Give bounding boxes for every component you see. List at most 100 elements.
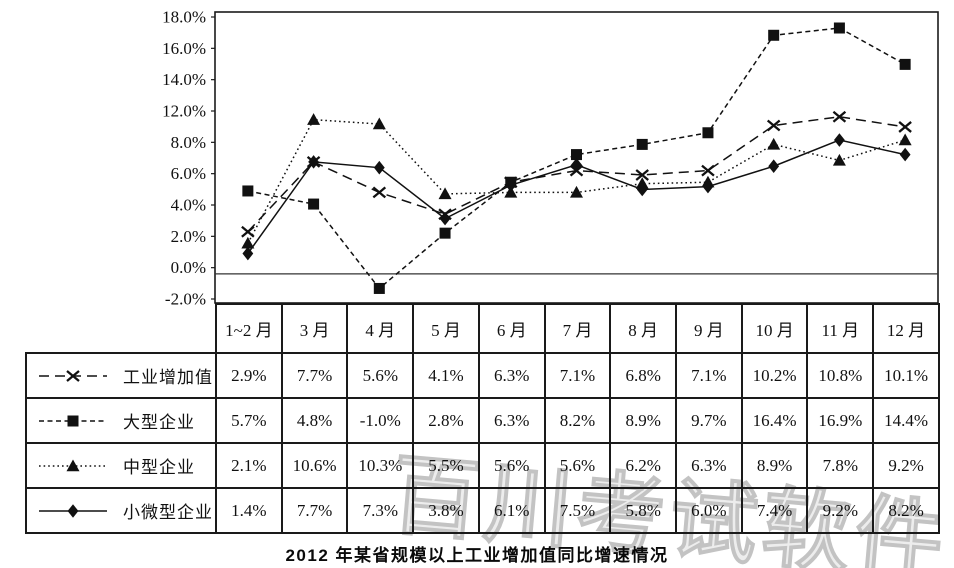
data-point-marker (899, 147, 911, 162)
data-point-marker (571, 157, 582, 172)
value-cell: -1.0% (346, 397, 415, 444)
value-cell: 9.2% (872, 442, 940, 489)
series-diamond (242, 133, 911, 261)
legend-marker-triangle (66, 459, 80, 471)
value-cell: 7.5% (543, 487, 612, 534)
data-point-marker (241, 225, 255, 238)
data-point-marker (242, 246, 254, 261)
value-cell: 9.7% (675, 397, 743, 444)
series-triangle (241, 113, 912, 249)
value-cell: 16.9% (806, 397, 875, 444)
data-point-marker (898, 133, 912, 146)
value-cell: 7.3% (346, 487, 415, 534)
legend-cell: 工业增加值 (25, 352, 217, 399)
value-cell: 5.6% (346, 352, 415, 399)
value-cell: 6.3% (675, 442, 743, 489)
series-line-x-cross (247, 116, 906, 233)
value-cell: 7.7% (280, 352, 349, 399)
data-point-marker (570, 185, 583, 198)
value-cell: 14.4% (872, 397, 940, 444)
value-cell: 10.1% (872, 352, 940, 399)
data-point-marker (898, 121, 912, 133)
data-point-marker (308, 198, 320, 210)
value-cell: 6.3% (477, 397, 546, 444)
legend-marker-diamond (67, 503, 79, 518)
data-point-marker (768, 29, 780, 41)
data-point-marker (702, 179, 714, 194)
data-point-marker (636, 182, 648, 197)
legend-cell: 中型企业 (25, 442, 217, 489)
series-line-square (247, 27, 906, 290)
data-point-marker (372, 186, 387, 199)
data-point-marker (636, 138, 648, 150)
value-cell: 6.8% (609, 352, 678, 399)
data-point-marker (241, 225, 255, 238)
data-point-marker (505, 176, 517, 188)
legend-marker-x-cross (66, 369, 80, 382)
data-point-marker (571, 149, 582, 161)
value-cell: 2.8% (412, 397, 480, 444)
legend-label: 小微型企业 (123, 503, 213, 522)
data-point-marker (635, 169, 649, 181)
value-cell: 5.6% (543, 442, 612, 489)
data-point-marker (899, 58, 911, 70)
y-axis-tick-label: 6.0% (171, 164, 206, 183)
y-axis-tick-label: 16.0% (162, 39, 206, 58)
legend-label: 大型企业 (123, 413, 195, 432)
legend-sample-triangle (39, 459, 107, 471)
data-point-marker (569, 164, 584, 177)
legend-label: 工业增加值 (123, 368, 213, 387)
data-point-marker (504, 176, 518, 189)
y-axis-tick-label: 8.0% (171, 133, 206, 152)
y-axis-tick-label: 4.0% (171, 196, 206, 215)
value-cell: 16.4% (740, 397, 809, 444)
value-cell: 7.1% (543, 352, 612, 399)
data-point-marker (438, 208, 452, 221)
data-point-marker (768, 159, 780, 174)
value-cell: 2.1% (215, 442, 283, 489)
data-point-marker (504, 176, 518, 189)
legend-cell: 大型企业 (25, 397, 217, 444)
value-cell: 4.8% (280, 397, 349, 444)
y-axis-tick-label: 12.0% (162, 102, 206, 121)
value-cell: 8.9% (609, 397, 678, 444)
month-header: 8 月 (609, 303, 678, 354)
legend-sample-x-cross (39, 369, 107, 382)
data-point-marker (766, 119, 781, 132)
data-point-marker (373, 282, 385, 294)
data-point-marker (438, 208, 452, 221)
data-point-marker (241, 236, 255, 249)
value-cell: 10.3% (346, 442, 415, 489)
data-point-marker (373, 160, 385, 175)
month-header: 1~2 月 (215, 303, 283, 354)
data-point-marker (307, 113, 321, 125)
data-point-marker (832, 110, 847, 123)
value-cell: 9.2% (806, 487, 875, 534)
month-header: 11 月 (806, 303, 875, 354)
value-cell: 5.5% (412, 442, 480, 489)
data-point-marker (834, 133, 845, 147)
data-point-marker (504, 185, 518, 198)
header-placeholder (26, 304, 216, 353)
data-point-marker (766, 119, 781, 132)
value-cell: 10.6% (280, 442, 349, 489)
value-cell: 10.2% (740, 352, 809, 399)
data-point-marker (306, 155, 321, 168)
value-cell: 6.1% (477, 487, 546, 534)
legend-label: 中型企业 (123, 458, 195, 477)
y-axis-tick-label: 2.0% (171, 227, 206, 246)
value-cell: 4.1% (412, 352, 480, 399)
month-header: 6 月 (477, 303, 546, 354)
value-cell: 5.7% (215, 397, 283, 444)
value-cell: 5.6% (477, 442, 546, 489)
data-point-marker (833, 22, 845, 34)
data-point-marker (635, 169, 649, 181)
chart-title: 2012 年某省规模以上工业增加值同比增速情况 (285, 546, 669, 565)
data-point-marker (767, 137, 781, 150)
data-point-marker (306, 155, 321, 168)
data-point-marker (898, 121, 912, 133)
value-cell: 8.2% (872, 487, 940, 534)
data-point-marker (701, 175, 715, 188)
